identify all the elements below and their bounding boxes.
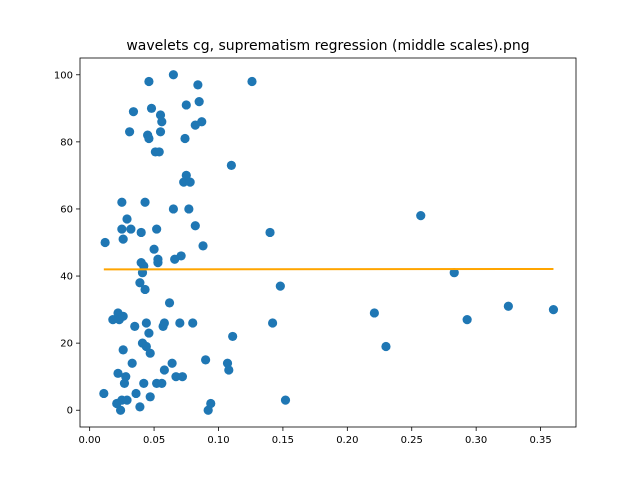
x-tick-label: 0.25 — [401, 435, 423, 446]
data-point-22 — [130, 321, 140, 331]
x-tick-label: 0.35 — [529, 435, 551, 446]
data-point-12 — [118, 234, 128, 244]
data-point-60 — [168, 204, 178, 214]
data-point-13 — [118, 345, 128, 355]
data-point-19 — [126, 224, 136, 234]
points-layer — [99, 70, 559, 415]
data-point-45 — [152, 224, 162, 234]
y-tick-label: 100 — [54, 70, 73, 81]
data-point-77 — [197, 117, 207, 127]
data-point-9 — [117, 224, 127, 234]
data-point-56 — [159, 365, 169, 375]
data-point-84 — [226, 160, 236, 170]
data-point-18 — [125, 127, 135, 137]
data-point-51 — [155, 127, 166, 137]
x-tick-label: 0.20 — [336, 435, 358, 446]
data-point-86 — [247, 76, 257, 87]
data-point-41 — [145, 348, 155, 358]
data-point-16 — [122, 395, 132, 405]
data-point-49 — [154, 147, 164, 157]
data-point-31 — [139, 261, 149, 271]
data-point-25 — [135, 278, 145, 288]
data-point-62 — [171, 372, 181, 382]
data-point-7 — [115, 405, 126, 415]
y-tick-label: 80 — [60, 137, 73, 148]
data-point-38 — [144, 133, 154, 144]
data-point-48 — [153, 258, 163, 268]
data-point-17 — [122, 214, 132, 224]
data-point-85 — [228, 331, 238, 342]
data-point-67 — [180, 133, 190, 144]
y-tick-label: 20 — [60, 339, 73, 350]
chart-title: wavelets cg, suprematism regression (mid… — [126, 38, 529, 54]
data-point-76 — [194, 97, 204, 107]
data-point-2 — [108, 315, 118, 325]
data-point-90 — [280, 395, 291, 405]
data-point-72 — [188, 318, 198, 328]
data-point-10 — [117, 197, 127, 207]
x-tick-label: 0.05 — [143, 435, 165, 446]
data-point-1 — [100, 237, 110, 248]
data-point-30 — [139, 378, 149, 388]
data-point-75 — [193, 80, 203, 90]
data-point-15 — [121, 372, 131, 382]
data-point-68 — [181, 100, 191, 110]
data-point-39 — [144, 328, 154, 338]
data-point-34 — [141, 341, 151, 352]
data-point-0 — [99, 388, 109, 399]
data-point-11 — [118, 311, 128, 321]
data-point-88 — [268, 318, 278, 328]
data-point-73 — [190, 221, 200, 231]
axes-layer: 0.00 0.05 0.10 0.15 0.20 0.25 0.30 0.35 0 20 40 60 8… — [54, 57, 577, 446]
data-point-4 — [113, 368, 123, 378]
data-point-59 — [168, 70, 178, 80]
data-point-27 — [136, 227, 146, 238]
data-point-52 — [157, 117, 167, 127]
data-point-95 — [462, 315, 472, 325]
data-point-70 — [184, 204, 194, 214]
data-point-83 — [224, 365, 234, 375]
y-tick-label: 40 — [60, 272, 73, 283]
data-point-91 — [369, 308, 379, 318]
data-point-63 — [175, 318, 185, 328]
data-point-69 — [181, 170, 191, 181]
data-point-93 — [416, 211, 426, 221]
data-point-33 — [140, 197, 150, 207]
data-point-96 — [503, 301, 513, 311]
data-point-71 — [185, 177, 195, 187]
data-point-21 — [128, 107, 139, 117]
x-tick-label: 0.00 — [79, 435, 101, 446]
data-point-32 — [140, 284, 150, 295]
x-tick-label: 0.10 — [207, 435, 229, 446]
data-point-65 — [177, 372, 188, 382]
data-point-89 — [275, 281, 285, 291]
data-point-92 — [381, 341, 391, 352]
data-point-23 — [131, 388, 141, 399]
data-point-58 — [167, 358, 177, 368]
y-tick-label: 0 — [67, 406, 73, 417]
data-point-24 — [135, 402, 145, 412]
data-point-87 — [265, 227, 275, 238]
data-point-64 — [176, 251, 186, 261]
data-point-57 — [164, 298, 175, 308]
data-point-53 — [157, 378, 167, 388]
data-point-79 — [201, 355, 211, 365]
x-tick-label: 0.30 — [465, 435, 487, 446]
data-point-37 — [144, 76, 154, 87]
data-point-55 — [159, 318, 169, 328]
data-point-43 — [149, 244, 159, 254]
data-point-81 — [206, 398, 216, 409]
data-point-94 — [449, 268, 459, 278]
plot-frame — [79, 57, 577, 428]
data-point-40 — [145, 392, 155, 402]
data-point-97 — [548, 304, 559, 315]
data-point-20 — [127, 358, 137, 368]
y-tick-label: 60 — [60, 204, 73, 215]
data-point-42 — [146, 103, 157, 113]
data-point-78 — [198, 241, 208, 251]
data-point-35 — [141, 318, 151, 328]
x-tick-label: 0.15 — [272, 435, 294, 446]
